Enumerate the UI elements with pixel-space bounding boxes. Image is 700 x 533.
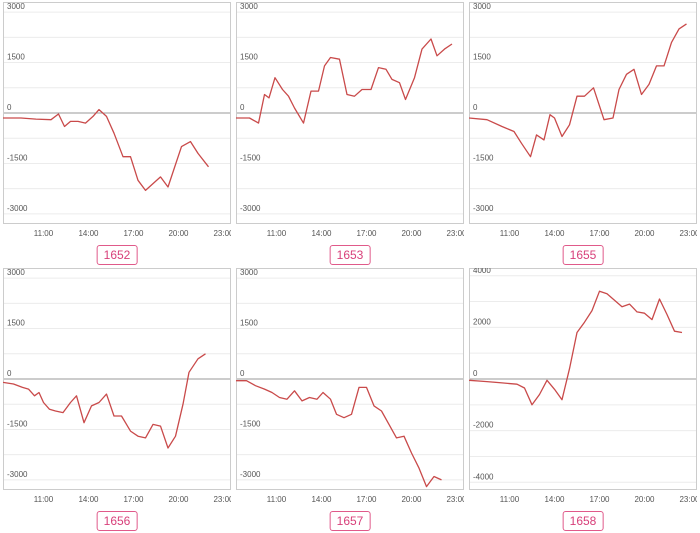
plot-frame — [236, 268, 464, 490]
chart-label-button[interactable]: 1653 — [329, 245, 371, 265]
y-tick-label: 1500 — [7, 319, 25, 328]
x-tick-label: 23:00 — [213, 495, 231, 504]
y-tick-label: 1500 — [240, 53, 258, 62]
series-line — [236, 380, 442, 488]
y-tick-label: -4000 — [473, 472, 494, 481]
x-tick-label: 17:00 — [123, 229, 144, 238]
y-tick-label: -3000 — [240, 470, 261, 479]
y-tick-label: -1500 — [240, 153, 261, 162]
x-tick-label: 17:00 — [589, 495, 610, 504]
chart-label-button[interactable]: 1652 — [96, 245, 138, 265]
y-tick-label: -1500 — [7, 153, 28, 162]
y-tick-label: 3000 — [240, 268, 258, 277]
series-line — [469, 23, 687, 158]
chart-panel-1655: 3000 1500 0 -1500 -3000 11:00 14:00 17:00 20:00 2… — [469, 2, 697, 267]
x-tick-label: 14:00 — [544, 495, 565, 504]
chart-panel-1652: 3000 1500 0 -1500 -3000 11:00 14:00 17:00 20:00 2… — [3, 2, 231, 267]
x-tick-label: 14:00 — [311, 495, 332, 504]
plot-frame — [3, 2, 231, 224]
y-tick-label: 3000 — [7, 2, 25, 11]
chart-panel-1653: 3000 1500 0 -1500 -3000 11:00 14:00 17:00 20:00 2… — [236, 2, 464, 267]
series-line — [236, 38, 453, 124]
chart-label-button[interactable]: 1655 — [562, 245, 604, 265]
x-tick-label: 23:00 — [213, 229, 231, 238]
series-line — [3, 108, 210, 192]
x-tick-label: 20:00 — [168, 229, 189, 238]
chart-label-button[interactable]: 1657 — [329, 511, 371, 531]
chart-svg: 3000 1500 0 -1500 -3000 11:00 14:00 17:00 20:00 2… — [236, 268, 464, 504]
y-tick-label: 3000 — [7, 268, 25, 277]
x-tick-label: 20:00 — [401, 495, 422, 504]
x-tick-label: 14:00 — [78, 495, 99, 504]
plot-frame — [3, 268, 231, 490]
series-line — [469, 290, 683, 406]
y-tick-label: -1500 — [240, 419, 261, 428]
y-tick-label: 2000 — [473, 317, 491, 326]
x-tick-label: 11:00 — [267, 229, 287, 238]
y-tick-label: 0 — [473, 369, 478, 378]
chart-svg: 4000 2000 0 -2000 -4000 11:00 14:00 17:00 20:00 2… — [469, 268, 697, 504]
y-tick-label: -3000 — [240, 204, 261, 213]
x-tick-label: 11:00 — [267, 495, 287, 504]
chart-svg: 3000 1500 0 -1500 -3000 11:00 14:00 17:00 20:00 2… — [236, 2, 464, 238]
x-tick-label: 11:00 — [500, 229, 520, 238]
x-tick-label: 11:00 — [34, 495, 54, 504]
y-tick-label: -1500 — [7, 419, 28, 428]
y-tick-label: -3000 — [7, 204, 28, 213]
chart-label-button[interactable]: 1658 — [562, 511, 604, 531]
chart-svg: 3000 1500 0 -1500 -3000 11:00 14:00 17:00 20:00 2… — [3, 2, 231, 238]
chart-svg: 3000 1500 0 -1500 -3000 11:00 14:00 17:00 20:00 2… — [469, 2, 697, 238]
y-tick-label: -1500 — [473, 153, 494, 162]
x-tick-label: 11:00 — [500, 495, 520, 504]
x-tick-label: 17:00 — [123, 495, 144, 504]
y-tick-label: 3000 — [240, 2, 258, 11]
plot-frame — [236, 2, 464, 224]
chart-label-button[interactable]: 1656 — [96, 511, 138, 531]
y-tick-label: 0 — [7, 369, 12, 378]
x-tick-label: 11:00 — [34, 229, 54, 238]
x-tick-label: 17:00 — [589, 229, 610, 238]
y-tick-label: 1500 — [7, 53, 25, 62]
chart-panel-1658: 4000 2000 0 -2000 -4000 11:00 14:00 17:00 20:00 2… — [469, 268, 697, 533]
x-tick-label: 14:00 — [78, 229, 99, 238]
y-tick-label: 0 — [240, 369, 245, 378]
plot-frame — [469, 2, 697, 224]
x-tick-label: 23:00 — [446, 229, 464, 238]
series-line — [3, 353, 206, 449]
x-tick-label: 14:00 — [544, 229, 565, 238]
y-tick-label: 0 — [240, 103, 245, 112]
y-tick-label: 3000 — [473, 2, 491, 11]
x-tick-label: 17:00 — [356, 229, 377, 238]
x-tick-label: 23:00 — [679, 229, 697, 238]
y-tick-label: -2000 — [473, 421, 494, 430]
x-tick-label: 23:00 — [446, 495, 464, 504]
x-tick-label: 20:00 — [634, 229, 655, 238]
chart-panel-1657: 3000 1500 0 -1500 -3000 11:00 14:00 17:00 20:00 2… — [236, 268, 464, 533]
y-tick-label: 1500 — [240, 319, 258, 328]
plot-frame — [469, 268, 697, 490]
y-tick-label: -3000 — [473, 204, 494, 213]
x-tick-label: 17:00 — [356, 495, 377, 504]
x-tick-label: 20:00 — [401, 229, 422, 238]
x-tick-label: 14:00 — [311, 229, 332, 238]
y-tick-label: 1500 — [473, 53, 491, 62]
y-tick-label: -3000 — [7, 470, 28, 479]
x-tick-label: 20:00 — [634, 495, 655, 504]
chart-svg: 3000 1500 0 -1500 -3000 11:00 14:00 17:00 20:00 2… — [3, 268, 231, 504]
y-tick-label: 4000 — [473, 268, 491, 275]
y-tick-label: 0 — [7, 103, 12, 112]
x-tick-label: 20:00 — [168, 495, 189, 504]
y-tick-label: 0 — [473, 103, 478, 112]
chart-panel-1656: 3000 1500 0 -1500 -3000 11:00 14:00 17:00 20:00 2… — [3, 268, 231, 533]
x-tick-label: 23:00 — [679, 495, 697, 504]
